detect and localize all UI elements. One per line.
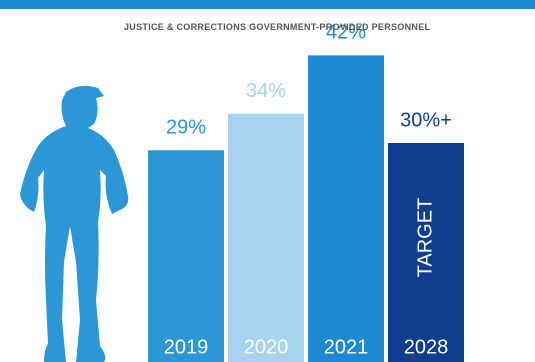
top-strip: [0, 0, 535, 9]
x-tick-label: 2028: [404, 336, 449, 358]
x-tick-label: 2020: [244, 336, 289, 358]
x-tick-label: 2021: [324, 336, 369, 358]
bar: [388, 143, 464, 362]
x-tick-label: 2019: [164, 336, 209, 358]
chart-title: JUSTICE & CORRECTIONS GOVERNMENT-PROVIDE…: [124, 22, 431, 32]
bar: [228, 113, 304, 362]
bar: [148, 150, 224, 362]
person-silhouette: [20, 85, 129, 362]
annotation: TARGET: [414, 198, 436, 278]
bar: [308, 55, 384, 362]
value-label: 42%: [326, 22, 366, 44]
value-label: 34%: [246, 80, 286, 102]
value-label: 30%+: [400, 109, 452, 131]
value-label: 29%: [166, 117, 206, 139]
